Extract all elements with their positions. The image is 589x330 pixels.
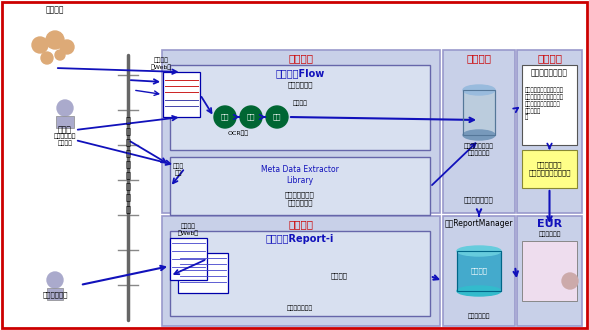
- Text: 従業員: 従業員: [58, 125, 72, 135]
- Bar: [163, 72, 200, 117]
- Text: リシテアFlow: リシテアFlow: [276, 68, 325, 78]
- Bar: [463, 90, 495, 135]
- Text: ワークフロー: ワークフロー: [287, 82, 313, 88]
- Bar: [170, 231, 430, 316]
- Circle shape: [32, 37, 48, 53]
- Ellipse shape: [463, 85, 495, 95]
- Text: 情報の分離保管: 情報の分離保管: [464, 197, 494, 203]
- Text: 通知書
読取: 通知書 読取: [173, 164, 184, 176]
- Text: 確認: 確認: [247, 114, 255, 120]
- Text: 扶養家族: 扶養家族: [46, 6, 64, 15]
- Text: マイナンバー情報
データベース: マイナンバー情報 データベース: [464, 144, 494, 156]
- Bar: [178, 253, 228, 293]
- Circle shape: [240, 106, 262, 128]
- Circle shape: [60, 40, 74, 54]
- Text: EUR: EUR: [537, 219, 562, 229]
- Circle shape: [46, 31, 64, 49]
- Bar: [457, 251, 501, 291]
- Bar: [56, 116, 74, 128]
- Bar: [517, 216, 582, 326]
- Text: Meta Data Extractor
Library: Meta Data Extractor Library: [261, 165, 339, 185]
- Bar: [162, 216, 440, 326]
- Text: 電子帳票: 電子帳票: [471, 268, 488, 274]
- Text: ・個人、組織等マスタ管理
・昇給、昇格、異動、退職
・給与、賞与等計算処理
・年調処理
等: ・個人、組織等マスタ管理 ・昇給、昇格、異動、退職 ・給与、賞与等計算処理 ・年…: [525, 87, 564, 120]
- Circle shape: [47, 272, 63, 288]
- Bar: [517, 50, 582, 213]
- Bar: [170, 238, 207, 280]
- Text: 活文ReportManager: 活文ReportManager: [445, 219, 513, 228]
- Text: 保管機能: 保管機能: [466, 53, 491, 63]
- Text: 帳票閲覧: 帳票閲覧: [330, 273, 348, 279]
- Circle shape: [55, 50, 65, 60]
- Text: 承認: 承認: [273, 114, 282, 120]
- Text: 番号データ抽出
（大量処理）: 番号データ抽出 （大量処理）: [285, 192, 315, 206]
- Bar: [47, 288, 63, 300]
- Bar: [162, 50, 440, 213]
- Text: リシテアReport-i: リシテアReport-i: [266, 234, 334, 244]
- Text: 利用機能: 利用機能: [537, 53, 562, 63]
- Text: パスワード設定: パスワード設定: [287, 305, 313, 311]
- Ellipse shape: [457, 286, 501, 296]
- Circle shape: [214, 106, 236, 128]
- Bar: [522, 241, 577, 301]
- Circle shape: [41, 52, 53, 64]
- Text: 法定帳票作成
＜マイナンバー付与＞: 法定帳票作成 ＜マイナンバー付与＞: [528, 162, 571, 176]
- Circle shape: [266, 106, 288, 128]
- Circle shape: [562, 273, 578, 289]
- Text: 社
内
イ
ン
ト
ラ
ネ
ッ
ト: 社 内 イ ン ト ラ ネ ッ ト: [125, 116, 131, 214]
- Text: 収集機能: 収集機能: [289, 53, 313, 63]
- Bar: [522, 150, 577, 188]
- Text: マイナンバー
情報入力: マイナンバー 情報入力: [54, 134, 76, 146]
- Text: 申請画面
（Web）: 申請画面 （Web）: [150, 58, 171, 70]
- Bar: [443, 50, 515, 213]
- Text: 自動照合: 自動照合: [293, 100, 307, 106]
- Text: OCR機能: OCR機能: [227, 130, 249, 136]
- Bar: [463, 90, 495, 135]
- Bar: [170, 65, 430, 150]
- Text: 法定帳票設計: 法定帳票設計: [538, 231, 561, 237]
- Text: 人事給与システム: 人事給与システム: [531, 69, 568, 78]
- Text: ダウンロード: ダウンロード: [42, 292, 68, 298]
- Ellipse shape: [457, 246, 501, 256]
- Bar: [170, 157, 430, 215]
- Ellipse shape: [463, 130, 495, 140]
- Bar: [457, 251, 501, 291]
- Text: 申請: 申請: [221, 114, 229, 120]
- Text: 提供機能: 提供機能: [289, 219, 313, 229]
- Text: 帳票選択
（Web）: 帳票選択 （Web）: [178, 224, 199, 236]
- Circle shape: [57, 100, 73, 116]
- Text: 保管期限設定: 保管期限設定: [468, 313, 490, 319]
- Bar: [522, 65, 577, 145]
- Bar: [443, 216, 515, 326]
